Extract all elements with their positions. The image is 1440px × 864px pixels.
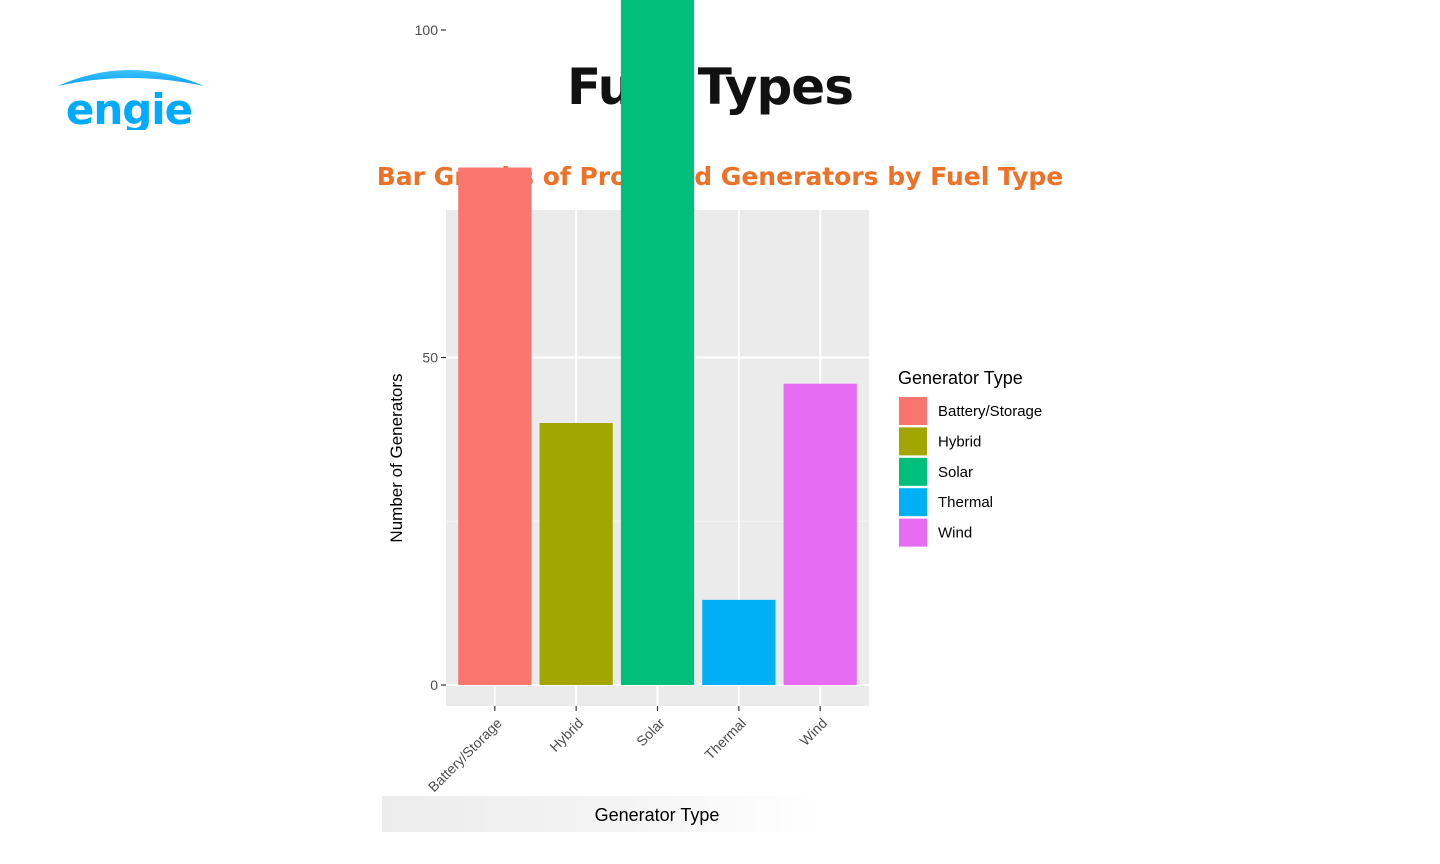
legend-swatch — [899, 457, 927, 486]
legend-label: Hybrid — [938, 433, 981, 450]
legend-swatch — [899, 397, 927, 425]
page-title: Fuel Types — [567, 58, 854, 116]
x-tick-label: Battery/Storage — [425, 715, 505, 795]
x-axis: Battery/Storage Hybrid Solar Thermal Wind — [425, 706, 830, 795]
bar-thermal — [702, 599, 776, 685]
bar-battery-storage — [458, 167, 532, 686]
y-tick-label: 100 — [415, 22, 439, 38]
y-axis: 0 50 100 — [415, 22, 446, 693]
image-edge-shadow — [382, 796, 822, 832]
svg-text:engie: engie — [66, 85, 192, 130]
legend-title: Generator Type — [898, 368, 1023, 388]
x-tick-label: Hybrid — [546, 715, 586, 755]
legend-label: Thermal — [938, 494, 993, 511]
bars — [458, 0, 857, 686]
engie-logo: engie — [58, 70, 204, 130]
y-tick-label: 0 — [430, 677, 438, 693]
x-tick-label: Thermal — [701, 715, 749, 763]
x-axis-label: Generator Type — [595, 805, 720, 825]
bar-hybrid — [539, 423, 613, 685]
bar-wind — [783, 383, 857, 685]
legend-swatch — [899, 488, 927, 517]
y-axis-label: Number of Generators — [387, 373, 406, 542]
bar-solar — [620, 0, 695, 686]
legend: Generator Type Battery/Storage Hybrid Sola… — [898, 368, 1042, 547]
legend-label: Battery/Storage — [938, 403, 1042, 420]
legend-label: Solar — [938, 464, 973, 481]
legend-swatch — [899, 427, 927, 456]
legend-swatch — [899, 518, 927, 547]
x-tick-label: Solar — [633, 715, 668, 750]
legend-label: Wind — [938, 525, 972, 542]
x-tick-label: Wind — [796, 715, 830, 749]
y-tick-label: 50 — [422, 350, 438, 366]
